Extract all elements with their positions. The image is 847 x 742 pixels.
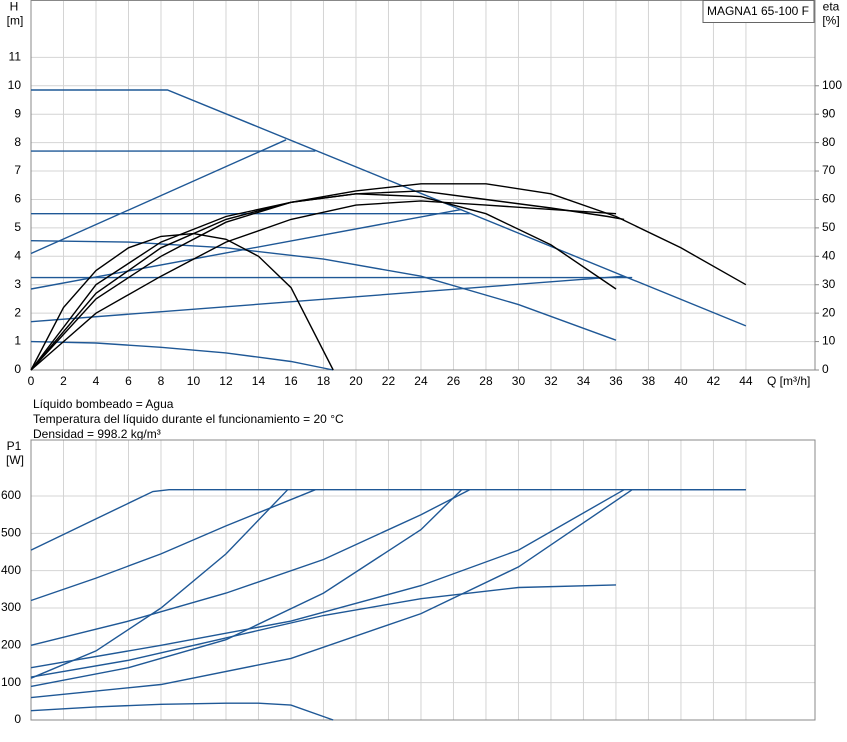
y2-tick-label: 70 [822,163,836,177]
plot-frame [30,0,816,371]
y2-tick-label: 40 [822,248,836,262]
x-tick-label: 26 [447,374,461,388]
y-axis-label: P1 [7,439,22,453]
x-tick-label: 18 [317,374,331,388]
y-axis-unit: [m] [7,14,24,28]
curve [30,275,625,323]
x-tick-label: 30 [512,374,526,388]
y-tick-label: 3 [14,277,21,291]
x-tick-label: 32 [544,374,558,388]
y2-tick-label: 50 [822,220,836,234]
curve [30,489,471,646]
curve [30,489,463,688]
curve [30,190,625,371]
title-box [702,0,815,23]
y-tick-label: 7 [14,163,21,177]
curve [30,489,316,602]
y2-tick-label: 30 [822,277,836,291]
x-tick-label: 22 [382,374,396,388]
y-tick-label: 1 [14,334,21,348]
y-tick-label: 500 [1,526,21,540]
y-tick-label: 5 [14,220,21,234]
x-tick-label: 8 [158,374,165,388]
y-tick-label: 6 [14,192,21,206]
x-tick-label: 0 [28,374,35,388]
curve [30,489,625,669]
y2-axis-unit: [%] [822,14,839,28]
y2-tick-label: 90 [822,106,836,120]
y-tick-label: 400 [1,563,21,577]
x-tick-label: 40 [674,374,688,388]
x-tick-label: 20 [349,374,363,388]
curve [30,200,617,371]
curve [30,489,289,679]
x-tick-label: 42 [707,374,721,388]
y-tick-label: 9 [14,106,21,120]
x-tick-label: 38 [642,374,656,388]
curve [31,89,747,327]
y2-tick-label: 60 [822,192,836,206]
note: Densidad = 998.2 kg/m³ [33,427,161,441]
x-tick-label: 4 [93,374,100,388]
x-tick-label: 36 [609,374,623,388]
y2-tick-label: 0 [822,362,829,376]
y-tick-label: 200 [1,638,21,652]
chart-title: MAGNA1 65-100 F [707,4,809,18]
y-tick-label: 2 [14,305,21,319]
y2-tick-label: 10 [822,334,836,348]
y-tick-label: 11 [9,50,22,64]
note: Temperatura del líquido durante el funci… [33,412,344,426]
x-tick-label: 34 [577,374,591,388]
plot-frame [30,439,816,721]
y-axis-label: H [10,0,19,14]
y2-tick-label: 100 [822,78,842,92]
y-tick-label: 10 [8,78,22,92]
y-axis-unit: [W] [6,453,24,467]
curve [30,489,746,551]
curve [30,139,287,255]
note: Líquido bombeado = Agua [33,397,174,411]
x-tick-label: 28 [479,374,493,388]
y-tick-label: 300 [1,600,21,614]
y2-axis-label: eta [823,0,840,14]
y-tick-label: 600 [1,488,21,502]
y-tick-label: 4 [14,248,21,262]
x-tick-label: 16 [284,374,298,388]
x-tick-label: 12 [219,374,233,388]
x-axis-label: Q [m³/h] [767,374,810,388]
curve [30,702,334,721]
x-tick-label: 6 [125,374,132,388]
x-tick-label: 44 [739,374,753,388]
y-tick-label: 8 [14,135,21,149]
curve [30,183,747,371]
curve [30,489,746,699]
curve [30,240,617,341]
curve [30,340,334,371]
x-tick-label: 10 [187,374,201,388]
y2-tick-label: 20 [822,305,836,319]
x-tick-label: 24 [414,374,428,388]
y-tick-label: 100 [1,675,21,689]
y2-tick-label: 80 [822,135,836,149]
y-tick-label: 0 [14,362,21,376]
y-tick-label: 0 [14,712,21,726]
curve [30,584,617,678]
x-tick-label: 14 [252,374,266,388]
x-tick-label: 2 [60,374,67,388]
